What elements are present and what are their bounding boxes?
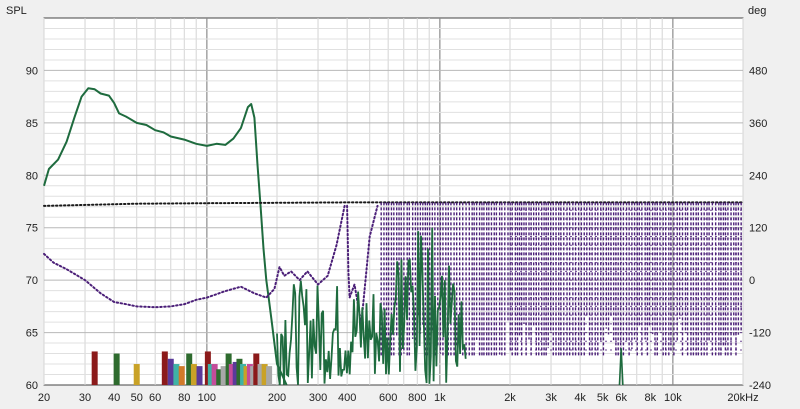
series-phase — [43, 204, 379, 325]
impulse-bar — [207, 364, 214, 385]
y-left-tick-label: 75 — [26, 223, 38, 235]
impulse-bar — [232, 361, 239, 385]
x-tick-labels: 20 30 40 50 60 80 100 200 300 400 600 800 1k 2k 3k 4k 5k… — [38, 392, 759, 404]
impulse-bar — [225, 353, 232, 385]
impulse-bar — [261, 364, 268, 385]
y-left-tick-label: 70 — [26, 275, 38, 287]
impulse-bar — [211, 364, 218, 385]
impulse-bar — [243, 366, 250, 385]
x-tick-label: 4k — [574, 392, 586, 404]
impulse-bar — [161, 351, 168, 385]
x-tick-label: 8k — [644, 392, 656, 404]
y-right-tick-label: 0 — [749, 275, 755, 287]
spl-spike — [618, 348, 624, 386]
x-tick-label: 40 — [108, 392, 120, 404]
y-left-axis-label: SPL — [6, 5, 27, 17]
y-right-axis-label: deg — [748, 5, 766, 17]
x-tick-label: 10k — [664, 392, 682, 404]
y-right-tick-label: -240 — [749, 380, 771, 392]
x-tick-label: 30 — [79, 392, 91, 404]
x-tick-label: 6k — [615, 392, 627, 404]
y-right-tick-label: 360 — [749, 118, 767, 130]
impulse-bar — [178, 366, 185, 385]
x-tick-label: 3k — [545, 392, 557, 404]
y-left-tick-label: 65 — [26, 328, 38, 340]
x-tick-label: 50 — [131, 392, 143, 404]
impulse-bar — [253, 353, 260, 385]
x-tick-label: 100 — [198, 392, 216, 404]
impulse-bar — [173, 364, 180, 385]
y-left-tick-label: 60 — [26, 380, 38, 392]
impulse-bar — [250, 366, 257, 385]
y-left-tick-labels: 60 65 70 75 80 85 90 — [26, 65, 38, 392]
impulse-bar — [113, 353, 120, 385]
impulse-bar — [91, 351, 98, 385]
impulse-bar — [133, 364, 140, 385]
hf-noise — [276, 202, 743, 386]
impulse-bar — [196, 366, 203, 385]
impulse-bar — [167, 358, 174, 385]
impulse-bar — [228, 364, 235, 385]
series-spl — [43, 87, 288, 386]
x-tick-label: 20kHz — [727, 392, 758, 404]
x-tick-label: 300 — [309, 392, 327, 404]
series-excess-phase — [43, 201, 744, 207]
series-group — [43, 87, 744, 386]
y-left-tick-label: 90 — [26, 65, 38, 77]
y-right-tick-label: 480 — [749, 65, 767, 77]
impulse-bar — [257, 364, 264, 385]
x-tick-label: 800 — [408, 392, 426, 404]
y-right-tick-label: 120 — [749, 223, 767, 235]
impulse-bar — [186, 353, 193, 385]
x-tick-label: 60 — [149, 392, 161, 404]
y-left-tick-label: 80 — [26, 170, 38, 182]
x-tick-label: 2k — [504, 392, 516, 404]
impulse-bar — [240, 364, 247, 385]
x-tick-label: 400 — [338, 392, 356, 404]
series-spl-noise — [276, 227, 467, 386]
impulse-bar — [246, 364, 253, 385]
impulse-bar — [236, 358, 243, 385]
impulse-bar — [190, 364, 197, 385]
x-tick-label: 5k — [597, 392, 609, 404]
x-tick-label: 80 — [178, 392, 190, 404]
impulse-bar — [216, 369, 223, 385]
x-tick-label: 20 — [38, 392, 50, 404]
x-tick-label: 200 — [268, 392, 286, 404]
y-right-tick-labels: -240 -120 0 120 240 360 480 — [749, 65, 771, 392]
y-left-tick-label: 85 — [26, 118, 38, 130]
impulse-bars — [91, 351, 273, 385]
impulse-bar — [266, 366, 273, 385]
y-right-tick-label: -120 — [749, 328, 771, 340]
x-tick-label: 600 — [379, 392, 397, 404]
impulse-bar — [220, 366, 227, 385]
x-tick-label: 1k — [434, 392, 446, 404]
y-right-tick-label: 240 — [749, 170, 767, 182]
